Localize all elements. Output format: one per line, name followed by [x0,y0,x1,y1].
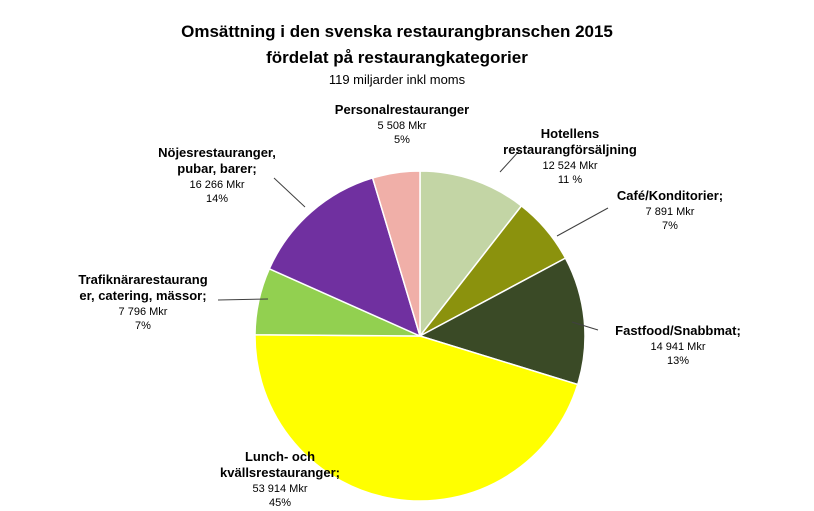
slice-label-name: Fastfood/Snabbmat; [615,323,741,338]
slice-label-percent: 5% [394,134,410,146]
slice-label-name: kvällsrestauranger; [220,465,340,480]
slice-label-name: pubar, barer; [177,161,256,176]
slice-label-name: Nöjesrestauranger, [158,145,276,160]
slice-label-name: Hotellens [541,126,600,141]
leader-line-hotellens-restaurangf-rs-ljning [499,149,521,173]
slice-label-name: Café/Konditorier; [617,188,723,203]
slice-label-amount: 7 796 Mkr [119,306,168,318]
slice-label-percent: 7% [135,320,151,332]
slice-label-amount: 12 524 Mkr [542,160,597,172]
slice-label-name: restaurangförsäljning [503,142,637,157]
leader-line-caf-konditorier [556,207,609,237]
slice-label-amount: 53 914 Mkr [252,483,307,495]
slice-label-personalrestauranger: Personalrestauranger 5 508 Mkr 5% [335,102,469,146]
slice-label-amount: 16 266 Mkr [189,179,244,191]
leader-line-fastfood-snabbmat [571,321,599,331]
pie-slice-n-jesrestauranger-pubar-barer [268,177,422,338]
chart-title-line2: fördelat på restaurangkategorier [266,48,528,67]
slice-label-n-jesrestauranger-pubar-barer: Nöjesrestauranger,pubar, barer; 16 266 Mk… [158,145,276,205]
slice-label-fastfood-snabbmat: Fastfood/Snabbmat; 14 941 Mkr 13% [615,323,741,367]
slice-label-percent: 13% [667,355,689,367]
pie-slice-fastfood-snabbmat [418,257,586,386]
slice-label-percent: 11 % [558,174,582,186]
slice-label-amount: 7 891 Mkr [646,206,695,218]
pie-slice-hotellens-restaurangf-rs-ljning [419,170,523,339]
slice-label-caf-konditorier: Café/Konditorier; 7 891 Mkr 7% [617,188,723,232]
chart-title-line1: Omsättning i den svenska restaurangbrans… [181,22,613,41]
pie-slice-personalrestauranger [371,170,421,337]
slice-label-name: Lunch- och [245,449,315,464]
slice-label-percent: 7% [662,220,678,232]
slice-label-name: Trafiknärarestaurang [78,272,207,287]
slice-label-name: Personalrestauranger [335,102,469,117]
slice-label-percent: 45% [269,497,291,509]
slice-label-name: er, catering, mässor; [79,288,206,303]
pie-slices [254,170,586,502]
slice-label-amount: 14 941 Mkr [650,341,705,353]
leader-line-trafikn-rarestaurang-er-catering-m-ssor [217,298,269,301]
slice-label-amount: 5 508 Mkr [378,120,427,132]
leader-line-n-jesrestauranger-pubar-barer [273,177,306,208]
leader-lines [217,149,609,331]
chart-subtitle: 119 miljarder inkl moms [329,72,466,87]
slice-label-percent: 14% [206,193,228,205]
pie-slice-lunch-och-kv-llsrestauranger [254,334,579,502]
